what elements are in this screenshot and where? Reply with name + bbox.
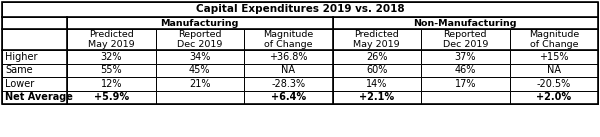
Text: 34%: 34% bbox=[189, 52, 211, 62]
Text: 12%: 12% bbox=[101, 79, 122, 89]
Bar bbox=[2, 2, 598, 17]
Text: +15%: +15% bbox=[539, 52, 569, 62]
Bar bbox=[2, 50, 67, 64]
Bar bbox=[332, 17, 598, 29]
Text: Reported
Dec 2019: Reported Dec 2019 bbox=[177, 30, 223, 49]
Text: 37%: 37% bbox=[455, 52, 476, 62]
Bar bbox=[332, 29, 421, 50]
Text: 14%: 14% bbox=[366, 79, 388, 89]
Bar bbox=[2, 29, 67, 50]
Bar bbox=[67, 91, 155, 104]
Bar bbox=[2, 64, 67, 77]
Text: -20.5%: -20.5% bbox=[536, 79, 571, 89]
Bar bbox=[67, 29, 155, 50]
Text: 32%: 32% bbox=[101, 52, 122, 62]
Text: Predicted
May 2019: Predicted May 2019 bbox=[353, 30, 400, 49]
Bar bbox=[332, 91, 421, 104]
Bar bbox=[421, 77, 509, 91]
Bar bbox=[421, 64, 509, 77]
Bar bbox=[155, 29, 244, 50]
Bar bbox=[244, 64, 332, 77]
Text: Predicted
May 2019: Predicted May 2019 bbox=[88, 30, 134, 49]
Text: 55%: 55% bbox=[100, 65, 122, 75]
Bar bbox=[67, 50, 155, 64]
Text: Manufacturing: Manufacturing bbox=[161, 18, 239, 28]
Text: 60%: 60% bbox=[366, 65, 388, 75]
Text: Magnitude
of Change: Magnitude of Change bbox=[263, 30, 313, 49]
Bar bbox=[67, 64, 155, 77]
Text: +5.9%: +5.9% bbox=[94, 92, 129, 102]
Text: 17%: 17% bbox=[455, 79, 476, 89]
Text: Lower: Lower bbox=[5, 79, 34, 89]
Bar bbox=[509, 29, 598, 50]
Text: Magnitude
of Change: Magnitude of Change bbox=[529, 30, 579, 49]
Text: NA: NA bbox=[281, 65, 295, 75]
Bar bbox=[155, 91, 244, 104]
Bar bbox=[509, 64, 598, 77]
Bar bbox=[509, 77, 598, 91]
Bar bbox=[332, 77, 421, 91]
Bar bbox=[2, 17, 67, 29]
Text: NA: NA bbox=[547, 65, 561, 75]
Text: 21%: 21% bbox=[189, 79, 211, 89]
Bar bbox=[155, 77, 244, 91]
Bar bbox=[67, 17, 332, 29]
Text: Higher: Higher bbox=[5, 52, 37, 62]
Bar bbox=[509, 91, 598, 104]
Text: Same: Same bbox=[5, 65, 32, 75]
Bar bbox=[2, 91, 67, 104]
Bar bbox=[244, 77, 332, 91]
Text: -28.3%: -28.3% bbox=[271, 79, 305, 89]
Bar bbox=[421, 91, 509, 104]
Bar bbox=[509, 50, 598, 64]
Text: +36.8%: +36.8% bbox=[269, 52, 308, 62]
Bar bbox=[155, 50, 244, 64]
Bar bbox=[244, 91, 332, 104]
Bar bbox=[421, 50, 509, 64]
Text: 46%: 46% bbox=[455, 65, 476, 75]
Text: Reported
Dec 2019: Reported Dec 2019 bbox=[443, 30, 488, 49]
Text: Net Average: Net Average bbox=[5, 92, 73, 102]
Text: 45%: 45% bbox=[189, 65, 211, 75]
Text: +2.1%: +2.1% bbox=[359, 92, 394, 102]
Text: +2.0%: +2.0% bbox=[536, 92, 571, 102]
Bar bbox=[2, 77, 67, 91]
Bar bbox=[332, 64, 421, 77]
Bar bbox=[155, 64, 244, 77]
Text: 26%: 26% bbox=[366, 52, 388, 62]
Bar bbox=[2, 2, 598, 104]
Text: Capital Expenditures 2019 vs. 2018: Capital Expenditures 2019 vs. 2018 bbox=[196, 5, 404, 15]
Text: Non-Manufacturing: Non-Manufacturing bbox=[413, 18, 517, 28]
Bar bbox=[421, 29, 509, 50]
Bar bbox=[332, 50, 421, 64]
Bar bbox=[67, 77, 155, 91]
Text: +6.4%: +6.4% bbox=[271, 92, 306, 102]
Bar bbox=[244, 50, 332, 64]
Bar bbox=[244, 29, 332, 50]
